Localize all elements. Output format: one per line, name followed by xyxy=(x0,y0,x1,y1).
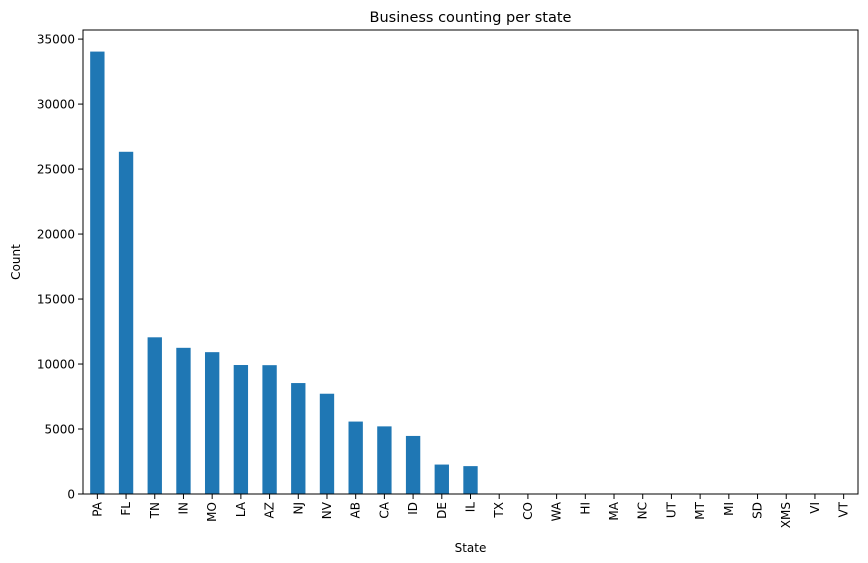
x-tick-label-xms: XMS xyxy=(779,502,793,528)
y-tick-label: 15000 xyxy=(37,293,75,307)
y-tick-label: 20000 xyxy=(37,228,75,242)
x-tick-label-tn: TN xyxy=(148,502,162,519)
bar-il xyxy=(463,466,478,494)
x-tick-label-de: DE xyxy=(435,502,449,519)
x-tick-label-nv: NV xyxy=(320,501,334,519)
x-tick-label-co: CO xyxy=(521,502,535,520)
y-axis: 0 5000 10000 15000 20000 25000 30000 35000 xyxy=(37,33,83,502)
y-tick-label: 5000 xyxy=(44,423,75,437)
x-tick-label-la: LA xyxy=(234,501,248,517)
bars-group xyxy=(90,51,851,494)
bar-mo xyxy=(204,352,220,494)
y-tick-label: 30000 xyxy=(37,98,75,112)
x-tick-label-fl: FL xyxy=(119,502,133,516)
x-tick-label-ma: MA xyxy=(607,501,621,520)
bar-tn xyxy=(147,337,162,494)
bar-nj xyxy=(291,383,306,494)
x-axis-title: State xyxy=(455,541,487,555)
bar-pa xyxy=(90,51,105,494)
y-tick-label: 0 xyxy=(67,488,75,502)
y-axis-title: Count xyxy=(9,244,23,280)
x-tick-label-hi: HI xyxy=(578,502,592,515)
bar-la xyxy=(233,365,249,494)
x-tick-label-vi: VI xyxy=(808,502,822,514)
x-tick-label-ca: CA xyxy=(377,501,391,518)
x-tick-label-nj: NJ xyxy=(291,502,305,515)
x-tick-label-wa: WA xyxy=(550,501,564,521)
bar-id xyxy=(405,435,421,494)
bar-in xyxy=(176,347,191,494)
x-tick-label-sd: SD xyxy=(751,502,765,519)
bar-ca xyxy=(377,426,392,494)
x-tick-label-tx: TX xyxy=(492,502,506,519)
x-tick-label-ut: UT xyxy=(664,501,678,518)
bar-de xyxy=(434,464,449,494)
chart-title: Business counting per state xyxy=(370,10,572,26)
x-tick-label-id: ID xyxy=(406,502,420,515)
x-tick-label-mo: MO xyxy=(205,502,219,522)
x-tick-label-in: IN xyxy=(176,502,190,515)
x-tick-label-nc: NC xyxy=(636,502,650,519)
x-tick-label-mi: MI xyxy=(722,502,736,516)
bar-nv xyxy=(319,393,335,494)
y-tick-label: 25000 xyxy=(37,163,75,177)
bar-fl xyxy=(118,151,134,494)
bar-az xyxy=(262,365,277,494)
x-tick-label-mt: MT xyxy=(693,501,707,519)
x-tick-label-il: IL xyxy=(464,502,478,513)
x-axis: PA FL TN IN MO LA AZ NJ NV AB CA ID DE IL TX CO WA HI MA NC… xyxy=(90,494,851,528)
y-tick-label: 10000 xyxy=(37,358,75,372)
x-tick-label-ab: AB xyxy=(349,502,363,518)
bar-ab xyxy=(348,421,363,494)
plot-frame xyxy=(82,29,859,495)
x-tick-label-az: AZ xyxy=(263,502,277,518)
x-tick-label-vt: VT xyxy=(837,501,851,517)
y-tick-label: 35000 xyxy=(37,33,75,47)
x-tick-label-pa: PA xyxy=(90,501,104,516)
